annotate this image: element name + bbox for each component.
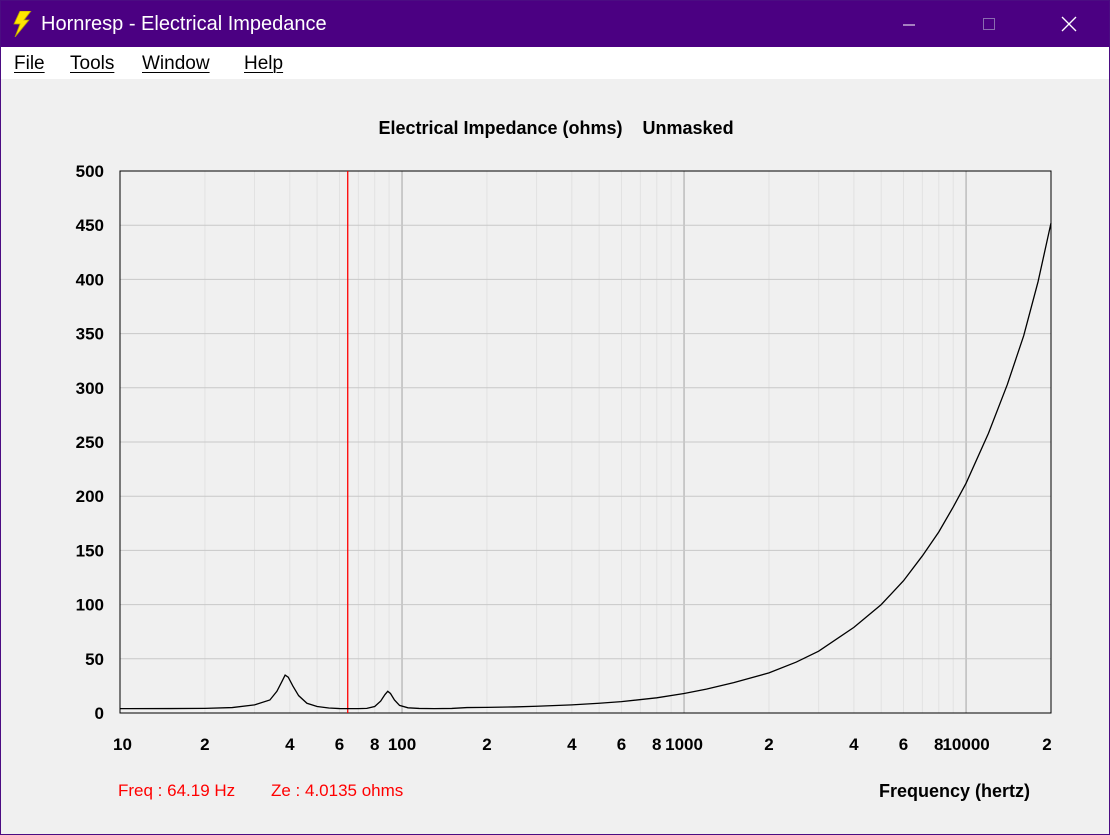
y-tick-label: 100 [76,596,104,615]
x-tick-label: 8 [934,735,943,754]
y-tick-label: 400 [76,270,104,289]
x-tick-label: 6 [335,735,344,754]
maximize-icon [983,18,995,30]
y-tick-label: 250 [76,433,104,452]
y-tick-label: 200 [76,487,104,506]
y-tick-label: 0 [95,704,104,723]
x-tick-label: 8 [652,735,661,754]
minimize-button[interactable] [869,1,949,47]
menu-help[interactable]: Help [244,53,284,74]
minimize-icon [903,24,915,26]
menu-file[interactable]: File [14,53,45,74]
x-tick-label: 2 [764,735,773,754]
y-tick-label: 150 [76,541,104,560]
y-tick-label: 450 [76,216,104,235]
x-tick-label: 6 [899,735,908,754]
impedance-chart[interactable]: 0 50 100 150 200 250 300 350 400 450 500 10 2 4 6 8 100 2… [1,79,1109,834]
lightning-bolt-icon [13,11,32,37]
x-tick-label: 4 [567,735,577,754]
title-bar[interactable]: Hornresp - Electrical Impedance [1,1,1109,47]
x-tick-label: 2 [200,735,209,754]
y-tick-label: 50 [85,650,104,669]
x-tick-label: 8 [370,735,379,754]
frequency-readout: Freq : 64.19 Hz [118,781,236,800]
x-tick-label: 2 [1042,735,1051,754]
x-tick-label: 2 [482,735,491,754]
menu-bar: File Tools Window Help [1,47,1109,79]
window-title: Hornresp - Electrical Impedance [41,13,327,35]
menu-tools[interactable]: Tools [70,53,115,74]
impedance-readout: Ze : 4.0135 ohms [271,781,404,800]
x-tick-label: 1000 [665,735,703,754]
impedance-curve [119,222,1052,710]
y-tick-label: 500 [76,162,104,181]
x-tick-label: 4 [849,735,859,754]
y-tick-label: 300 [76,379,104,398]
maximize-button[interactable] [949,1,1029,47]
x-tick-label: 100 [388,735,416,754]
menu-window[interactable]: Window [142,53,210,74]
x-axis-label: Frequency (hertz) [879,781,1031,801]
chart-title: Electrical Impedance (ohms) Unmasked [378,118,733,138]
chart-area[interactable]: 0 50 100 150 200 250 300 350 400 450 500 10 2 4 6 8 100 2… [1,79,1109,834]
x-tick-label: 10 [113,735,132,754]
x-tick-label: 6 [617,735,626,754]
x-tick-label: 10000 [942,735,989,754]
close-button[interactable] [1029,1,1109,47]
y-tick-label: 350 [76,325,104,344]
close-icon [1061,16,1077,32]
x-tick-label: 4 [285,735,295,754]
plot-frame [119,170,1052,714]
